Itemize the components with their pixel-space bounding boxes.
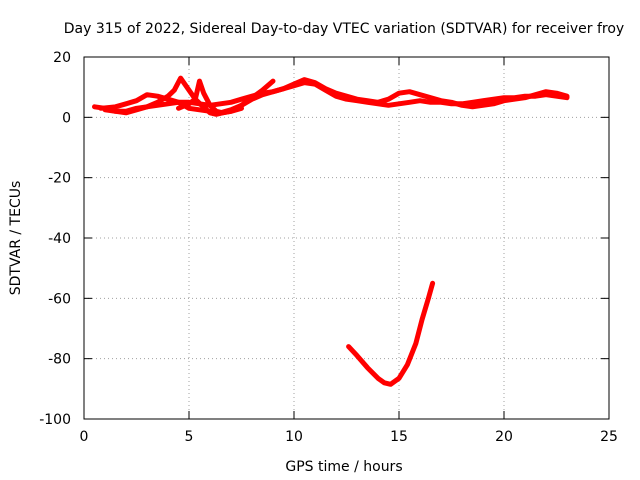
- series-layer: [92, 75, 570, 387]
- x-tick-label: 15: [390, 429, 408, 445]
- y-tick-label: -80: [48, 352, 71, 368]
- y-tick-label: 0: [62, 110, 71, 126]
- x-axis-label: GPS time / hours: [285, 459, 402, 475]
- x-tick-label: 10: [285, 429, 303, 445]
- x-tick-label: 5: [185, 429, 194, 445]
- chart-title: Day 315 of 2022, Sidereal Day-to-day VTE…: [64, 21, 624, 37]
- grid-layer: [84, 57, 609, 419]
- x-tick-label: 20: [495, 429, 513, 445]
- tick-layer: 0 5 10 15 20 25 -100 -80 -60 -40 -20 0 20: [39, 50, 618, 445]
- y-tick-label: -100: [39, 412, 71, 428]
- y-tick-label: 20: [53, 50, 71, 66]
- plot-frame: [83, 56, 610, 420]
- x-tick-label: 0: [80, 429, 89, 445]
- series-track-d: [176, 78, 276, 116]
- series-track-e: [346, 280, 436, 387]
- y-tick-label: -40: [48, 231, 71, 247]
- y-axis-label: SDTVAR / TECUs: [8, 181, 24, 296]
- y-tick-label: -20: [48, 171, 71, 187]
- x-tick-label: 25: [600, 429, 618, 445]
- y-tick-label: -60: [48, 291, 71, 307]
